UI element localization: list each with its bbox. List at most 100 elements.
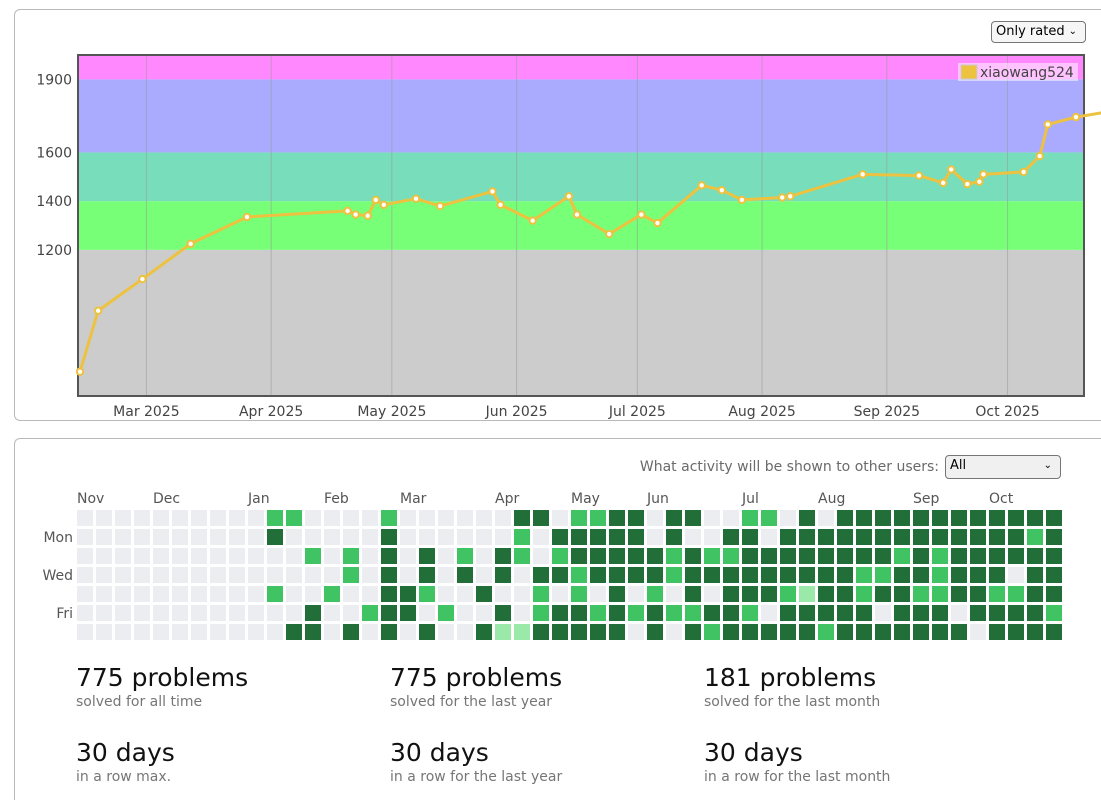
month-label: Jan — [247, 491, 270, 507]
plot-frame — [77, 54, 1085, 397]
day-cell — [951, 510, 967, 526]
day-cell — [153, 510, 169, 526]
day-cell — [818, 529, 834, 545]
day-cell — [514, 567, 530, 583]
weekday-label: Fri — [56, 606, 73, 622]
day-cell — [115, 586, 131, 602]
activity-heatmap: Nov Dec Jan Feb Mar Apr May Jun Jul Aug Sep Oct Mon W… — [42, 491, 1062, 640]
day-cell — [248, 586, 264, 602]
day-cell — [419, 605, 435, 621]
month-label: Mar — [400, 491, 427, 507]
day-cell — [704, 529, 720, 545]
rating-point — [947, 165, 956, 174]
day-cell — [229, 567, 245, 583]
rating-point — [1019, 167, 1028, 177]
day-cell — [514, 510, 530, 526]
stat-max-streak: 30 days in a row max. — [76, 738, 376, 786]
day-cell — [1027, 510, 1043, 526]
day-cell — [666, 624, 682, 640]
day-cell — [780, 510, 796, 526]
day-cell — [818, 624, 834, 640]
day-cell — [381, 510, 397, 526]
rating-filter-select[interactable]: Only rated ⌄ — [991, 21, 1086, 43]
day-cell — [533, 605, 549, 621]
stat-value: 30 days — [390, 738, 489, 767]
day-cell — [267, 586, 283, 602]
day-cell — [96, 624, 112, 640]
day-cell — [1046, 548, 1062, 564]
day-cell — [476, 605, 492, 621]
day-cell — [400, 567, 416, 583]
rating-graph-panel: Only rated ⌄ Mar 2025 Apr 2025 May 2025 Jun… — [14, 9, 1101, 421]
day-cell — [951, 567, 967, 583]
day-cell — [343, 548, 359, 564]
day-cell — [115, 529, 131, 545]
month-label: Nov — [77, 491, 104, 507]
day-cell — [685, 605, 701, 621]
day-cell — [324, 510, 340, 526]
day-cell — [495, 510, 511, 526]
day-cell — [742, 624, 758, 640]
day-cell — [134, 510, 150, 526]
day-cell — [780, 605, 796, 621]
day-cell — [780, 567, 796, 583]
day-cell — [267, 529, 283, 545]
month-label: Dec — [153, 491, 180, 507]
day-cell — [229, 548, 245, 564]
day-cell — [590, 586, 606, 602]
activity-panel: What activity will be shown to other use… — [14, 438, 1101, 800]
day-cell — [628, 510, 644, 526]
day-cell — [970, 624, 986, 640]
day-cell — [533, 586, 549, 602]
rating-band — [78, 55, 1084, 80]
stat-caption: solved for the last year — [390, 694, 553, 710]
day-cell — [115, 567, 131, 583]
x-tick-label: May 2025 — [357, 404, 426, 420]
rating-chart[interactable]: Mar 2025 Apr 2025 May 2025 Jun 2025 Jul 2025… — [15, 10, 1101, 420]
day-cell — [932, 567, 948, 583]
day-cell — [970, 510, 986, 526]
day-cell — [609, 510, 625, 526]
day-cell — [571, 586, 587, 602]
chevron-down-icon: ⌄ — [1068, 26, 1077, 37]
day-cell — [324, 605, 340, 621]
day-cell — [837, 567, 853, 583]
day-cell — [970, 548, 986, 564]
day-cell — [856, 605, 872, 621]
day-cell — [476, 586, 492, 602]
day-cell — [704, 567, 720, 583]
day-cell — [837, 510, 853, 526]
day-cell — [210, 510, 226, 526]
day-cell — [172, 548, 188, 564]
day-cell — [1008, 510, 1024, 526]
day-cell — [324, 548, 340, 564]
day-cell — [875, 605, 891, 621]
day-cell — [115, 548, 131, 564]
day-cell — [115, 624, 131, 640]
day-cell — [799, 548, 815, 564]
visibility-select[interactable]: All ⌄ — [945, 455, 1061, 479]
day-cell — [267, 510, 283, 526]
day-cell — [1046, 529, 1062, 545]
day-cell — [761, 605, 777, 621]
day-cell — [1008, 586, 1024, 602]
stat-caption: solved for all time — [76, 694, 203, 710]
day-cell — [495, 586, 511, 602]
day-cell — [533, 510, 549, 526]
day-cell — [457, 624, 473, 640]
rating-point — [343, 206, 352, 216]
day-cell — [495, 605, 511, 621]
day-cell — [267, 567, 283, 583]
day-cell — [552, 567, 568, 583]
day-cell — [837, 586, 853, 602]
day-cell — [856, 624, 872, 640]
day-cell — [913, 529, 929, 545]
rating-point — [75, 367, 85, 376]
legend-box — [958, 63, 1078, 81]
stat-total-problems: 775 problems solved for all time — [76, 663, 376, 711]
day-cell — [438, 529, 454, 545]
day-cell — [210, 586, 226, 602]
day-cell — [970, 529, 986, 545]
rating-point — [488, 187, 497, 196]
day-cell — [818, 567, 834, 583]
